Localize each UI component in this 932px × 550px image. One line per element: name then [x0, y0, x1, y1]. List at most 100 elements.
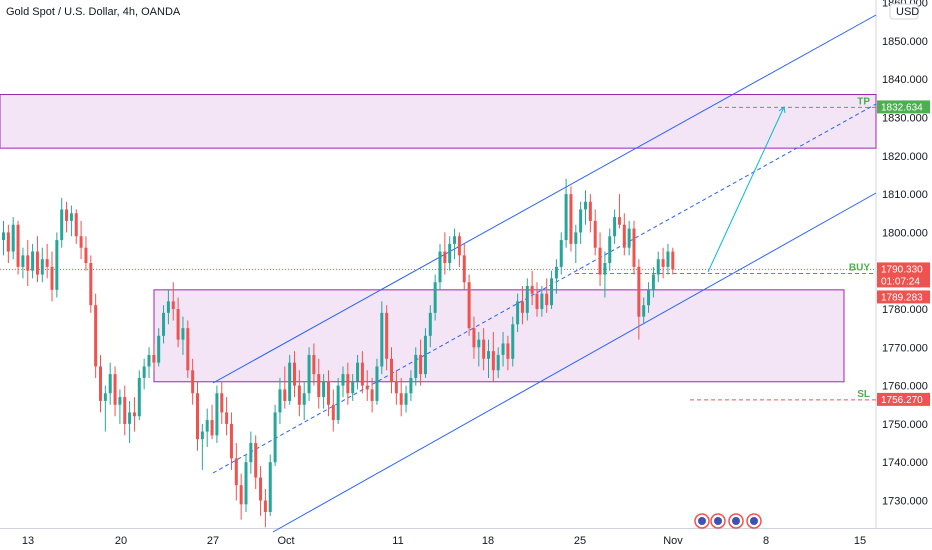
- candle[interactable]: [341, 366, 345, 398]
- candle[interactable]: [191, 358, 195, 405]
- candle[interactable]: [128, 400, 132, 444]
- candle[interactable]: [79, 220, 83, 260]
- candle[interactable]: [244, 454, 248, 512]
- candle[interactable]: [142, 358, 146, 390]
- candle[interactable]: [365, 370, 369, 401]
- candle[interactable]: [166, 289, 170, 325]
- candle[interactable]: [351, 374, 355, 401]
- candle[interactable]: [254, 435, 258, 490]
- candle[interactable]: [336, 377, 340, 424]
- candle[interactable]: [370, 377, 374, 413]
- candle[interactable]: [176, 297, 180, 348]
- candle[interactable]: [283, 366, 287, 409]
- channel-lower-line[interactable]: [272, 192, 877, 533]
- candle[interactable]: [414, 347, 418, 386]
- candle[interactable]: [31, 243, 35, 279]
- candle[interactable]: [428, 305, 432, 348]
- candle[interactable]: [613, 209, 617, 244]
- candle[interactable]: [501, 331, 505, 367]
- candle[interactable]: [559, 232, 563, 275]
- candle[interactable]: [482, 328, 486, 371]
- candle[interactable]: [113, 366, 117, 417]
- channel-upper-line[interactable]: [212, 14, 877, 384]
- plot-area[interactable]: [0, 0, 876, 528]
- candle[interactable]: [322, 374, 326, 409]
- candle[interactable]: [574, 224, 578, 264]
- candle[interactable]: [26, 240, 30, 287]
- candle[interactable]: [108, 362, 112, 405]
- candle[interactable]: [540, 286, 544, 317]
- candle[interactable]: [35, 236, 39, 283]
- candle[interactable]: [69, 205, 73, 237]
- candle[interactable]: [273, 404, 277, 467]
- candle[interactable]: [477, 331, 481, 367]
- candle[interactable]: [65, 201, 69, 233]
- candle[interactable]: [6, 224, 10, 264]
- candle[interactable]: [525, 278, 529, 321]
- candle[interactable]: [603, 251, 607, 298]
- candle[interactable]: [511, 316, 515, 367]
- candle[interactable]: [467, 274, 471, 336]
- candle[interactable]: [132, 397, 136, 432]
- candle[interactable]: [326, 370, 330, 417]
- candle[interactable]: [380, 301, 384, 375]
- candle[interactable]: [45, 243, 49, 279]
- candle[interactable]: [16, 220, 20, 275]
- candle[interactable]: [584, 190, 587, 225]
- events-markers[interactable]: [694, 513, 762, 529]
- price-tag[interactable]: 01:07:24: [877, 274, 930, 288]
- candle[interactable]: [661, 247, 665, 279]
- candle[interactable]: [419, 339, 423, 386]
- candle[interactable]: [331, 389, 335, 432]
- candle[interactable]: [588, 194, 592, 233]
- candle[interactable]: [210, 404, 214, 440]
- candle[interactable]: [360, 351, 364, 394]
- candle[interactable]: [448, 236, 452, 271]
- candle[interactable]: [520, 286, 524, 325]
- candle[interactable]: [74, 209, 78, 244]
- candle[interactable]: [60, 197, 64, 248]
- candle[interactable]: [423, 328, 427, 378]
- candle[interactable]: [656, 251, 660, 283]
- candle[interactable]: [2, 220, 5, 256]
- candle[interactable]: [462, 243, 466, 290]
- candle[interactable]: [647, 282, 651, 313]
- candle[interactable]: [506, 335, 510, 371]
- candle[interactable]: [409, 370, 413, 401]
- price-tag[interactable]: 1789.283: [877, 290, 930, 304]
- zone-rect[interactable]: [0, 94, 877, 149]
- candle[interactable]: [103, 385, 107, 432]
- candle[interactable]: [278, 377, 282, 424]
- candle[interactable]: [40, 247, 44, 283]
- candle[interactable]: [11, 217, 15, 260]
- candle[interactable]: [375, 358, 379, 405]
- candle[interactable]: [637, 259, 641, 340]
- candle[interactable]: [385, 305, 389, 371]
- candle[interactable]: [554, 259, 558, 294]
- candle[interactable]: [94, 293, 98, 378]
- candle[interactable]: [249, 431, 253, 474]
- candle[interactable]: [297, 370, 301, 417]
- candle[interactable]: [457, 232, 461, 267]
- candle[interactable]: [399, 377, 403, 417]
- candle[interactable]: [205, 408, 209, 447]
- currency-button[interactable]: USD: [889, 3, 919, 20]
- candle[interactable]: [21, 247, 25, 279]
- candle[interactable]: [438, 243, 442, 290]
- candle[interactable]: [651, 266, 655, 298]
- candle[interactable]: [516, 293, 520, 332]
- candle[interactable]: [627, 220, 631, 256]
- candle[interactable]: [239, 473, 243, 520]
- candle[interactable]: [569, 186, 573, 252]
- candle[interactable]: [196, 381, 199, 451]
- candle[interactable]: [593, 209, 597, 256]
- candle[interactable]: [443, 232, 447, 275]
- candle[interactable]: [608, 228, 612, 271]
- candle[interactable]: [234, 443, 238, 501]
- candle[interactable]: [89, 255, 93, 313]
- channel-mid-line[interactable]: [212, 103, 877, 474]
- candle[interactable]: [215, 385, 219, 444]
- candle[interactable]: [293, 351, 296, 398]
- candle[interactable]: [225, 397, 229, 436]
